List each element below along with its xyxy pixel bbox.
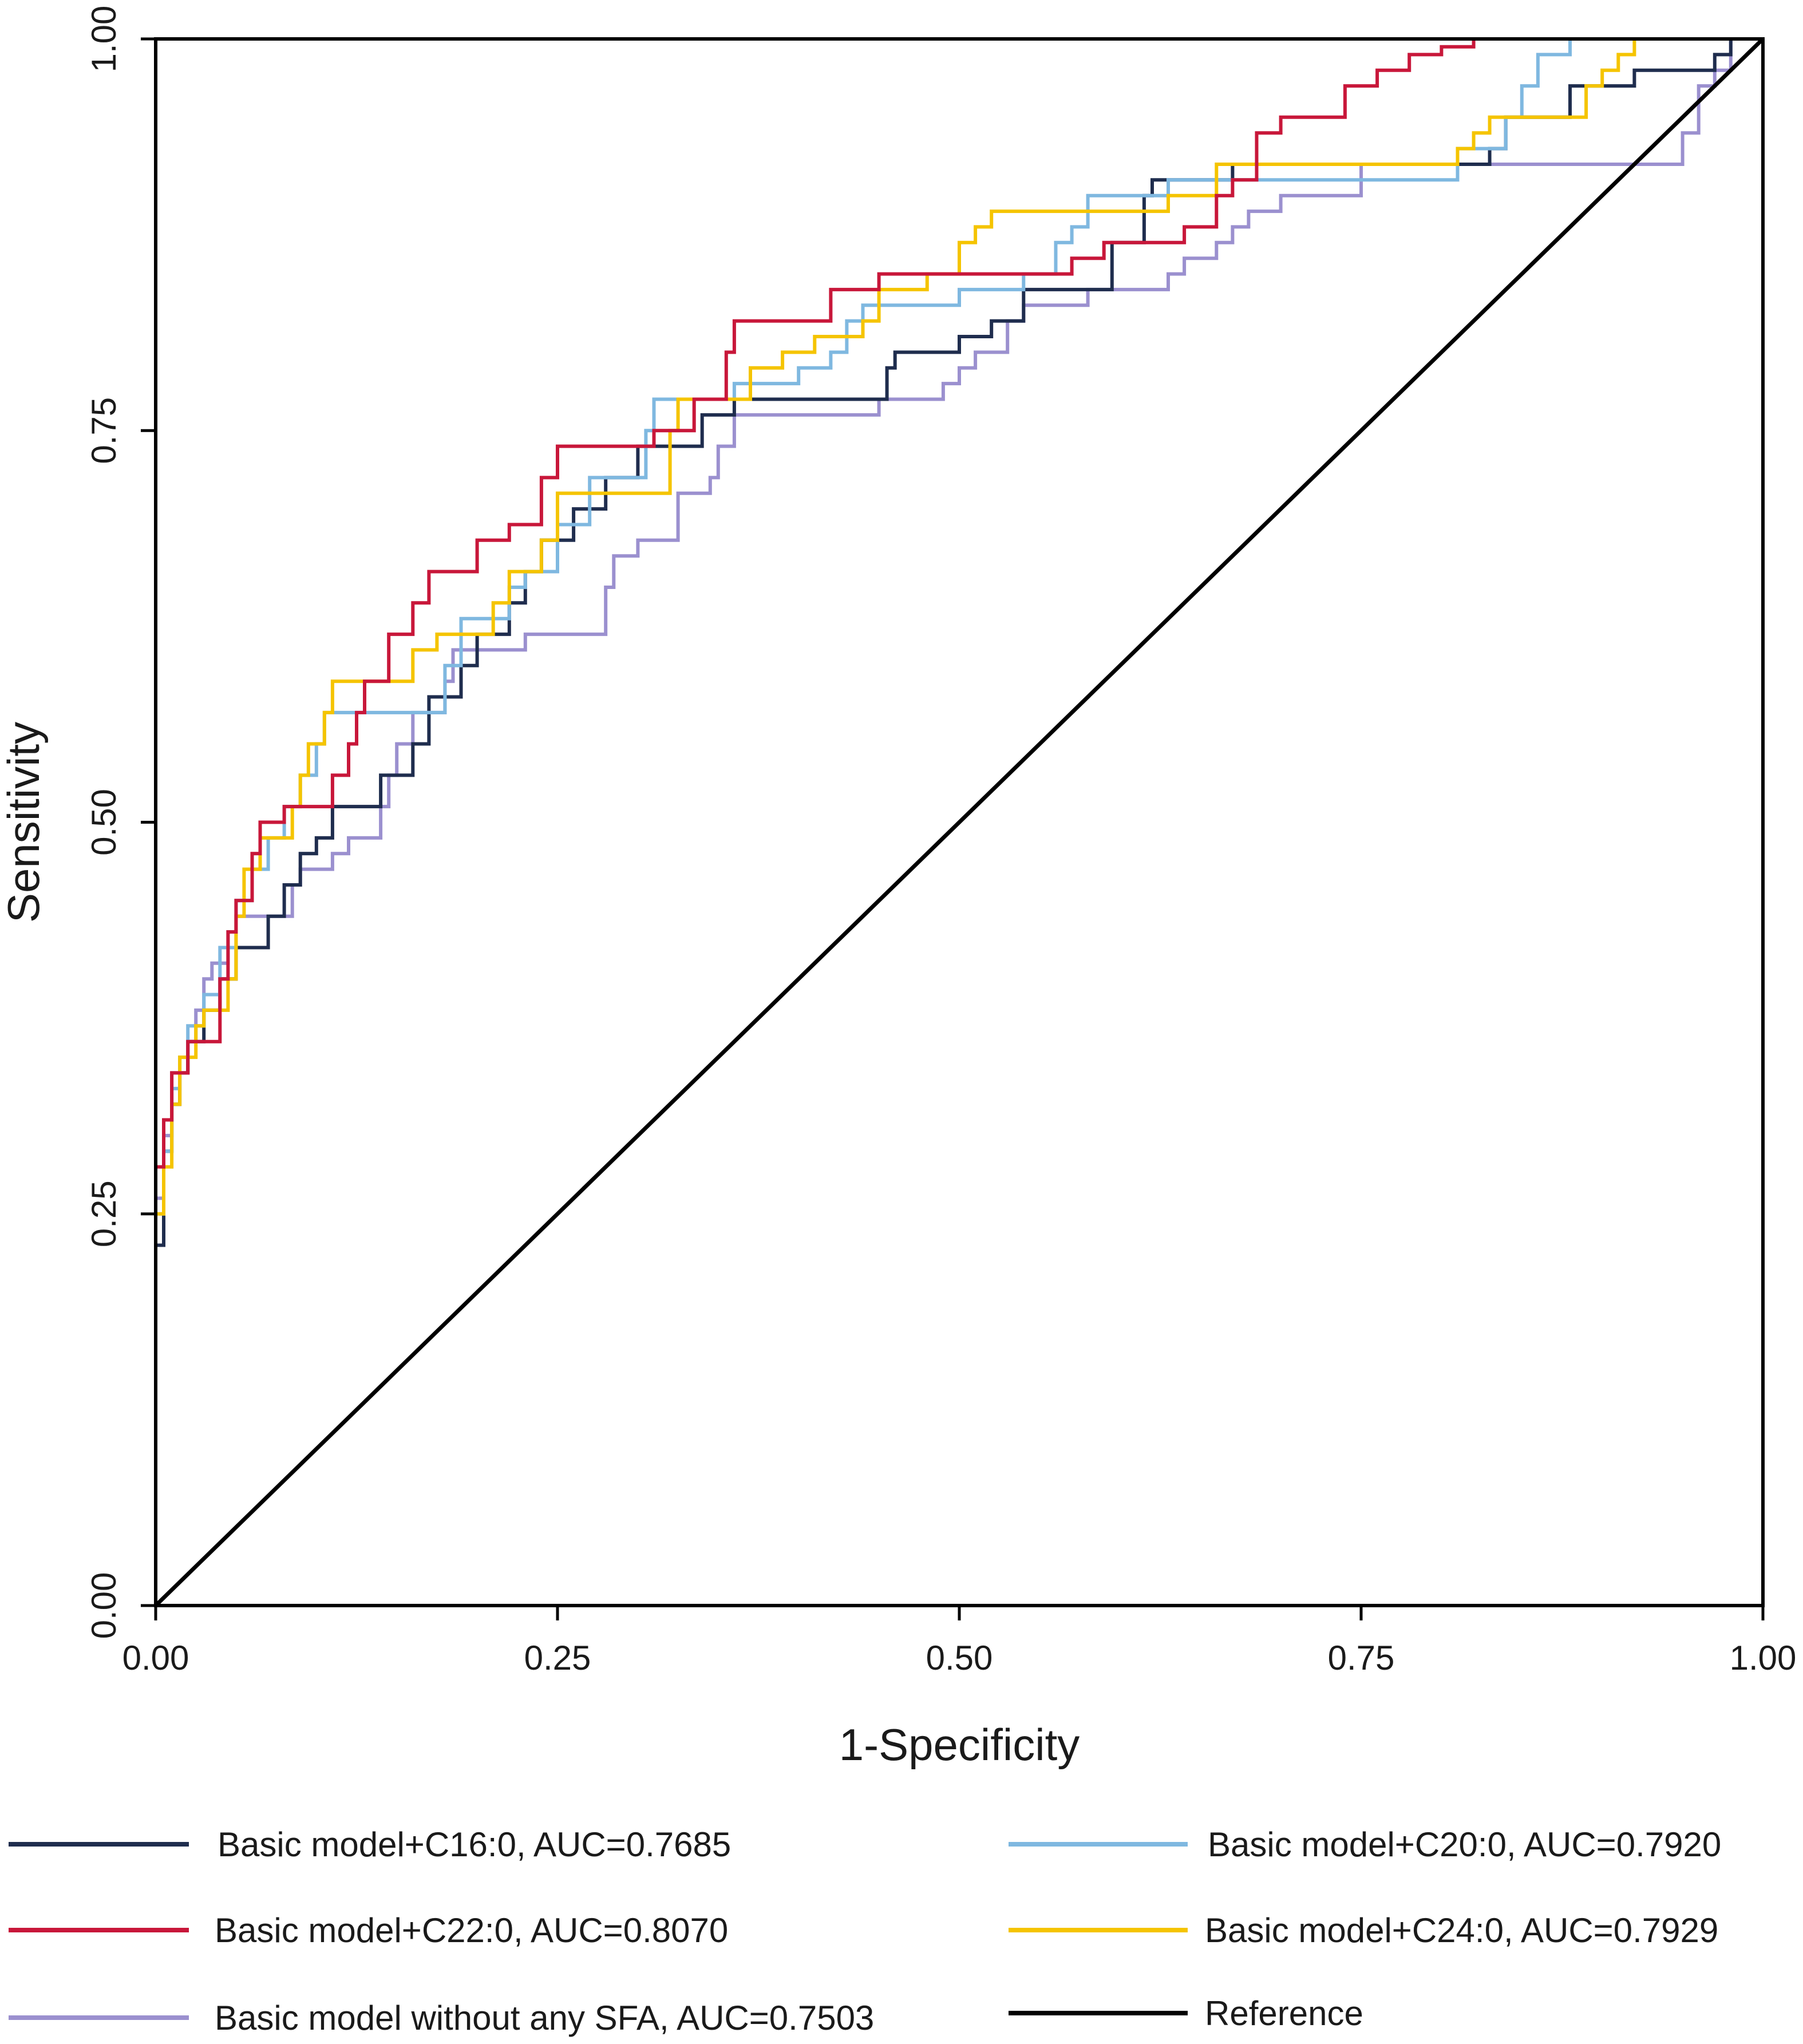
x-tick-label: 1.00 xyxy=(1730,1639,1797,1677)
x-axis-title: 1-Specificity xyxy=(839,1719,1080,1770)
series-line-1 xyxy=(154,37,1763,1606)
legend-label-2: Basic model+C22:0, AUC=0.8070 xyxy=(215,1911,728,1950)
y-tick-label: 1.00 xyxy=(85,6,123,73)
series-line-3 xyxy=(154,37,1763,1606)
x-tick-label: 0.75 xyxy=(1328,1639,1395,1677)
x-tick-label: 0.00 xyxy=(122,1639,189,1677)
legend-label-3: Basic model+C24:0, AUC=0.7929 xyxy=(1205,1911,1718,1950)
legend-label-5: Reference xyxy=(1205,1994,1363,2033)
x-tick-label: 0.25 xyxy=(524,1639,591,1677)
series-line-2 xyxy=(154,37,1763,1606)
y-axis-title: Sensitivity xyxy=(0,722,49,923)
plot-lines xyxy=(154,37,1765,1607)
legend: Basic model+C16:0, AUC=0.7685 Basic model… xyxy=(9,1825,1721,2037)
legend-label-4: Basic model without any SFA, AUC=0.7503 xyxy=(215,1999,874,2037)
legend-label-0: Basic model+C16:0, AUC=0.7685 xyxy=(218,1825,731,1864)
y-tick-label: 0.75 xyxy=(85,397,123,464)
x-tick-label: 0.50 xyxy=(926,1639,993,1677)
series-line-5 xyxy=(154,37,1765,1607)
x-axis-ticks: 0.00 0.25 0.50 0.75 1.00 xyxy=(122,1606,1797,1677)
y-tick-label: 0.00 xyxy=(85,1572,123,1639)
y-tick-label: 0.50 xyxy=(85,789,123,856)
y-tick-label: 0.25 xyxy=(85,1180,123,1247)
legend-label-1: Basic model+C20:0, AUC=0.7920 xyxy=(1208,1825,1721,1864)
y-axis-ticks: 0.00 0.25 0.50 0.75 1.00 xyxy=(85,6,156,1639)
